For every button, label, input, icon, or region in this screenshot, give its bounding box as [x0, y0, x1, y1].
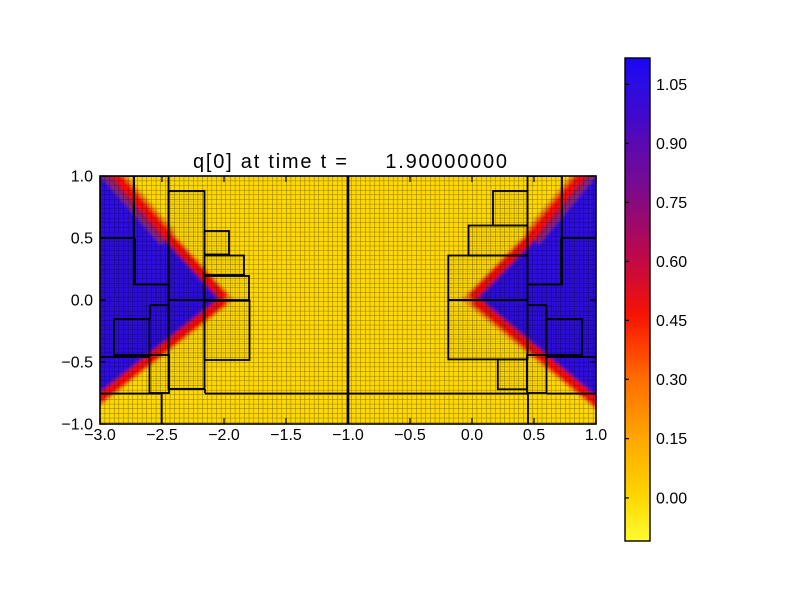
svg-text:−1.5: −1.5: [270, 427, 302, 444]
svg-text:0.15: 0.15: [656, 431, 687, 448]
svg-text:0.0: 0.0: [71, 293, 93, 310]
svg-text:−2.5: −2.5: [146, 427, 178, 444]
svg-text:−1.0: −1.0: [61, 417, 93, 434]
svg-text:−1.0: −1.0: [332, 427, 364, 444]
svg-text:0.90: 0.90: [656, 136, 687, 153]
svg-text:1.0: 1.0: [71, 169, 93, 186]
svg-text:0.5: 0.5: [523, 427, 545, 444]
svg-text:0.45: 0.45: [656, 313, 687, 330]
svg-text:−3.0: −3.0: [84, 427, 116, 444]
svg-text:−0.5: −0.5: [61, 355, 93, 372]
svg-text:−0.5: −0.5: [394, 427, 426, 444]
svg-text:1.0: 1.0: [585, 427, 607, 444]
svg-text:0.0: 0.0: [461, 427, 483, 444]
svg-text:q[0] at time t = 1.9000000: q[0] at time t = 1.90000000: [193, 151, 507, 173]
svg-text:−2.0: −2.0: [208, 427, 240, 444]
svg-text:0.75: 0.75: [656, 195, 687, 212]
svg-text:0.00: 0.00: [656, 490, 687, 507]
svg-text:0.30: 0.30: [656, 372, 687, 389]
svg-text:0.60: 0.60: [656, 254, 687, 271]
svg-text:1.05: 1.05: [656, 77, 687, 94]
svg-text:0.5: 0.5: [71, 231, 93, 248]
